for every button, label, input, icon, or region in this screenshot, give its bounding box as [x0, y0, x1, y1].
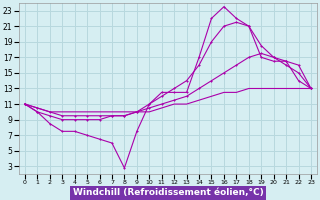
- X-axis label: Windchill (Refroidissement éolien,°C): Windchill (Refroidissement éolien,°C): [73, 188, 263, 197]
